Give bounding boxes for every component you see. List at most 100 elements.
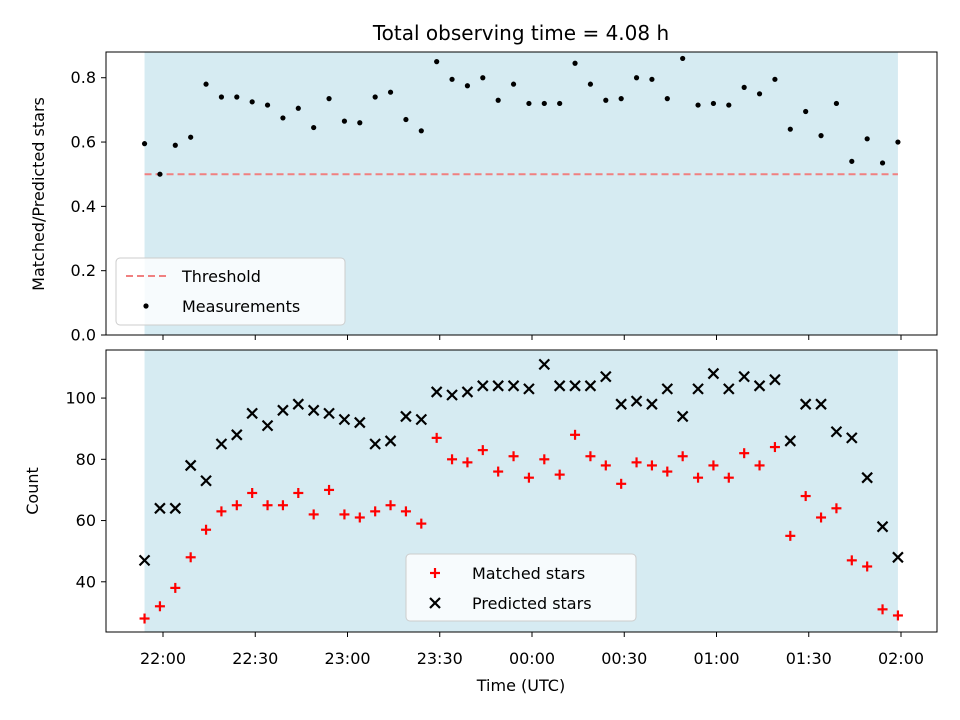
- predicted-star-point: [661, 383, 674, 395]
- matched-star-point: [539, 454, 550, 465]
- predicted-star-point: [753, 380, 766, 392]
- bottom-xtick-label: 22:00: [140, 649, 186, 668]
- matched-star-point: [693, 472, 704, 483]
- measurement-point: [633, 75, 640, 81]
- legend-predicted-marker: [429, 597, 441, 609]
- bottom-xtick-label: 00:30: [601, 649, 647, 668]
- top-axes-frame: [105, 51, 938, 336]
- measurement-point: [664, 96, 670, 102]
- measurement-point: [618, 96, 624, 102]
- legend-measurements-label: Measurements: [182, 297, 300, 316]
- predicted-star-point: [846, 432, 858, 444]
- matched-star-point: [400, 506, 411, 517]
- matched-star-point: [324, 484, 335, 495]
- matched-star-point: [754, 460, 765, 471]
- measurement-point: [603, 97, 609, 103]
- legend-matched-swatch: [430, 568, 440, 578]
- matched-star-point: [616, 478, 627, 489]
- predicted-star-point: [307, 404, 320, 417]
- matched-star-point: [862, 561, 873, 572]
- predicted-star-point: [415, 413, 428, 426]
- matched-star-point: [170, 582, 181, 593]
- matched-star-point: [493, 466, 504, 477]
- measurement-point: [280, 115, 286, 121]
- predicted-star-point: [169, 502, 182, 515]
- measurement-point: [234, 94, 240, 100]
- matched-star-point: [385, 500, 396, 511]
- bottom-ylabel: Count: [23, 467, 42, 515]
- matched-star-point: [154, 601, 165, 612]
- bottom-ytick-label: 40: [76, 572, 96, 591]
- matched-star-point: [800, 491, 811, 502]
- legend-predicted-swatch: [429, 597, 441, 609]
- matched-star-point: [739, 448, 750, 459]
- matched-star-point: [631, 457, 642, 468]
- predicted-star-point: [799, 398, 812, 410]
- predicted-star-point: [461, 386, 474, 398]
- matched-star-point: [339, 509, 350, 520]
- measurement-point: [434, 59, 440, 65]
- measurement-point: [710, 100, 717, 107]
- measurement-point: [772, 76, 778, 82]
- top-ytick-label: 0.4: [71, 197, 96, 216]
- top-ylabel: Matched/Predicted stars: [29, 97, 48, 291]
- measurement-point: [818, 133, 824, 139]
- measurement-point: [372, 94, 378, 100]
- matched-star-point: [708, 460, 719, 471]
- matched-star-point: [892, 610, 903, 621]
- bottom-xlabel: Time (UTC): [476, 676, 565, 695]
- matched-star-point: [570, 429, 581, 440]
- measurement-point: [387, 89, 394, 95]
- legend-predicted-label: Predicted stars: [472, 594, 592, 613]
- matched-star-point: [247, 487, 258, 498]
- matched-star-point: [523, 472, 534, 483]
- matched-star-point: [293, 487, 304, 498]
- measurement-point: [203, 81, 209, 87]
- measurement-point: [264, 102, 271, 108]
- top-legend: Threshold Measurements: [115, 257, 346, 326]
- bottom-legend: Matched stars Predicted stars: [405, 553, 637, 622]
- measurement-point: [587, 81, 594, 87]
- legend-threshold-label: Threshold: [181, 267, 261, 286]
- predicted-star-point: [477, 380, 489, 392]
- matched-star-point: [201, 524, 212, 535]
- predicted-star-point: [492, 380, 504, 392]
- measurement-point: [418, 128, 424, 134]
- measurement-point: [403, 116, 409, 123]
- matched-star-point: [769, 442, 780, 453]
- predicted-star-point: [184, 459, 197, 472]
- matched-star-point: [477, 445, 488, 456]
- top-ytick-label: 0.0: [71, 326, 96, 345]
- bottom-axes-frame: [105, 349, 938, 633]
- predicted-star-point: [215, 438, 228, 450]
- legend-matched-marker: [430, 568, 440, 578]
- predicted-star-point: [354, 416, 366, 429]
- bottom-xtick-label: 23:00: [324, 649, 370, 668]
- predicted-star-point: [692, 383, 704, 395]
- matched-star-point: [370, 506, 381, 517]
- bottom-legend-box: [405, 553, 637, 622]
- predicted-star-point: [676, 410, 689, 423]
- predicted-star-point: [861, 471, 873, 484]
- measurement-point: [188, 134, 194, 140]
- predicted-star-point: [784, 435, 797, 447]
- measurement-point: [495, 97, 501, 103]
- measurement-point: [849, 158, 855, 164]
- measurement-point: [649, 76, 655, 82]
- matched-star-point: [831, 503, 842, 514]
- measurement-point: [141, 141, 148, 147]
- matched-star-point: [554, 469, 565, 480]
- predicted-star-point: [892, 551, 904, 564]
- matched-star-point: [677, 451, 688, 462]
- measurement-point: [172, 142, 178, 148]
- bottom-xtick-label: 23:30: [417, 649, 463, 668]
- measurement-point: [449, 76, 455, 82]
- matched-star-point: [139, 613, 150, 624]
- predicted-star-point: [323, 407, 335, 420]
- top-legend-box: [115, 257, 346, 326]
- top-ytick-label: 0.2: [71, 261, 96, 280]
- matched-star-point: [185, 552, 196, 563]
- bottom-ytick-label: 60: [76, 511, 96, 530]
- measurement-point: [787, 126, 793, 132]
